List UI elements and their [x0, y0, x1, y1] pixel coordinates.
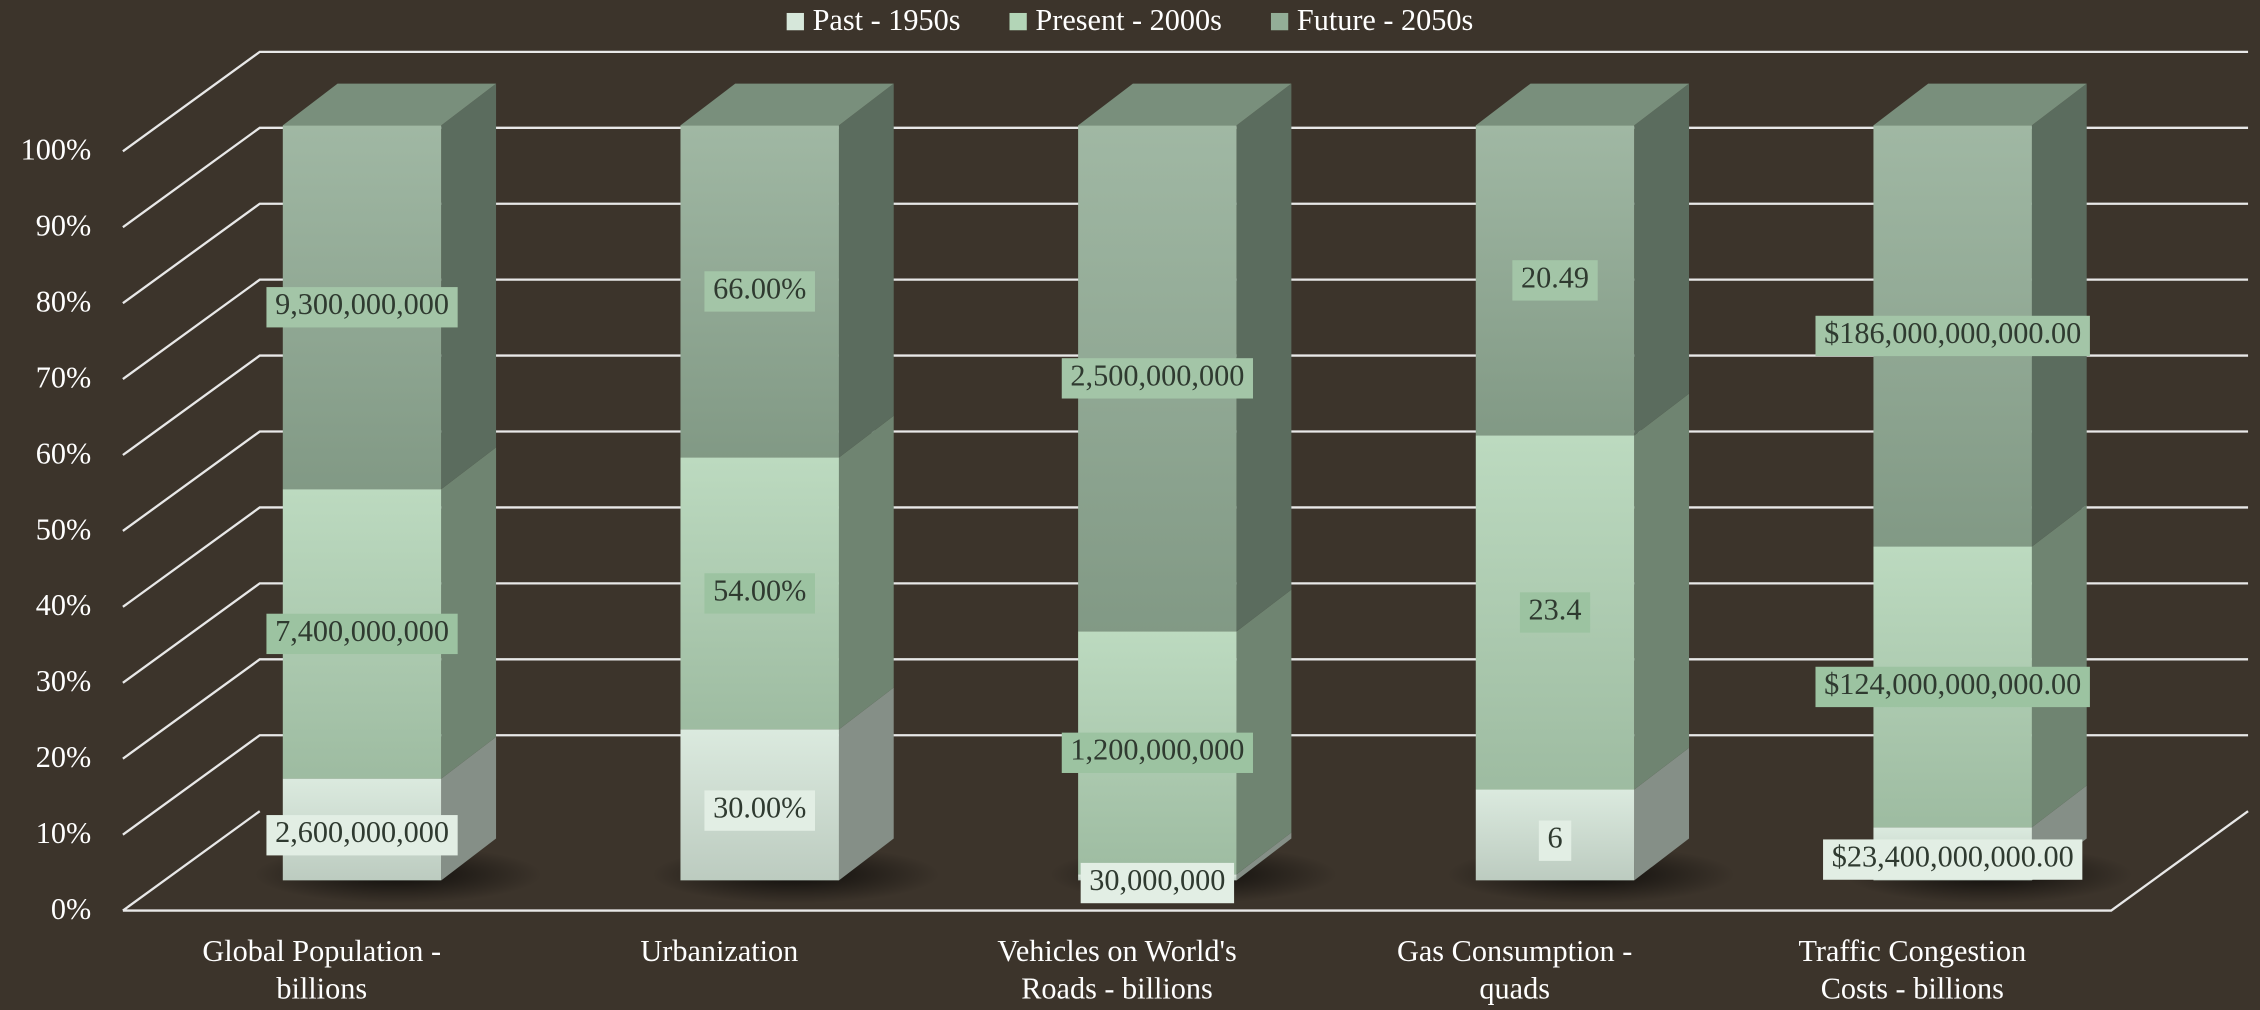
- data-label: 54.00%: [704, 573, 815, 614]
- legend-swatch: [1009, 12, 1027, 31]
- bar-top: [282, 83, 497, 126]
- data-label-text: 6: [1547, 821, 1562, 855]
- data-label-text: $124,000,000,000.00: [1824, 667, 2081, 701]
- data-label: 7,400,000,000: [266, 613, 458, 655]
- data-label: 1,200,000,000: [1061, 732, 1253, 773]
- data-label-box: [704, 573, 815, 614]
- data-label: 66.00%: [704, 271, 815, 312]
- bar-side: [838, 687, 894, 881]
- data-label-box: [1823, 839, 2083, 880]
- data-label-text: 2,600,000,000: [275, 815, 449, 849]
- data-label: 2,600,000,000: [266, 815, 458, 856]
- bar-side: [1634, 393, 1690, 790]
- y-tick-label: 20%: [36, 740, 91, 774]
- data-label-text: 9,300,000,000: [275, 287, 449, 321]
- data-label-box: [266, 287, 458, 328]
- bar-top: [1873, 83, 2087, 126]
- x-tick-label: Traffic Congestion Costs - billions: [1798, 934, 2026, 1005]
- y-tick-label: 40%: [36, 588, 91, 622]
- bar-side: [441, 83, 497, 490]
- legend-label: Present - 2000s: [1035, 3, 1222, 37]
- legend: Past - 1950s Present - 2000s Future - 2050…: [786, 3, 1473, 37]
- data-label-box: [266, 613, 458, 655]
- bar-top: [1078, 83, 1292, 126]
- y-tick-label: 10%: [36, 816, 91, 850]
- data-label-text: 7,400,000,000: [275, 614, 449, 648]
- bar-top: [680, 83, 894, 126]
- data-label-text: 30,000,000: [1089, 863, 1225, 897]
- data-label-box: [1519, 592, 1591, 633]
- data-label-text: 54.00%: [713, 573, 806, 607]
- bar-side: [838, 415, 894, 730]
- x-tick-label: Gas Consumption -quads: [1397, 934, 1632, 1005]
- bar-side: [1236, 589, 1292, 875]
- bar-side: [2031, 83, 2087, 547]
- data-label-box: [1538, 820, 1572, 861]
- data-label: $23,400,000,000.00: [1823, 839, 2083, 880]
- y-tick-label: 50%: [36, 512, 91, 546]
- data-label: $186,000,000,000.00: [1815, 315, 2090, 357]
- y-tick-label: 60%: [36, 436, 91, 470]
- data-label-text: 1,200,000,000: [1070, 733, 1244, 767]
- data-label-box: [1061, 732, 1253, 773]
- data-label: $124,000,000,000.00: [1815, 666, 2090, 708]
- data-label-text: $23,400,000,000.00: [1832, 840, 2074, 874]
- bar-side: [1236, 832, 1292, 881]
- y-tick-label: 30%: [36, 664, 91, 698]
- bar-side: [441, 447, 497, 779]
- y-tick-label: 70%: [36, 360, 91, 394]
- data-label-text: 23.4: [1529, 592, 1582, 626]
- data-label-box: [1512, 260, 1598, 301]
- data-label-box: [1815, 666, 2090, 708]
- y-tick-label: 80%: [36, 285, 91, 319]
- bar-side: [1634, 83, 1690, 436]
- data-label-text: 2,500,000,000: [1070, 358, 1244, 392]
- data-label: 9,300,000,000: [266, 287, 458, 328]
- bar-side: [1236, 83, 1292, 632]
- data-label: 20.49: [1512, 260, 1598, 301]
- data-label-text: $186,000,000,000.00: [1824, 316, 2081, 350]
- data-label-box: [704, 271, 815, 312]
- legend-swatch: [1270, 12, 1289, 31]
- bar-segment: [1475, 393, 1690, 790]
- data-label-text: 30.00%: [713, 791, 806, 825]
- data-label-box: [1815, 315, 2090, 357]
- data-label-box: [1061, 358, 1253, 399]
- data-label-box: [1080, 862, 1235, 904]
- bar-top: [1475, 83, 1690, 126]
- data-label-box: [266, 815, 458, 856]
- legend-label: Past - 1950s: [813, 3, 961, 37]
- data-label: 2,500,000,000: [1061, 358, 1253, 399]
- legend-swatch: [786, 12, 804, 31]
- y-tick-label: 90%: [36, 209, 91, 243]
- bar-side: [838, 83, 894, 458]
- y-tick-label: 100%: [21, 133, 92, 167]
- y-tick-label: 0%: [51, 892, 91, 926]
- x-tick-label: Vehicles on World's Roads - billions: [997, 934, 1236, 1005]
- bar-segment: [1475, 83, 1690, 436]
- bar-side: [2031, 504, 2087, 828]
- data-label-box: [704, 790, 815, 831]
- x-tick-label: Global Population -billions: [202, 934, 441, 1005]
- grid-line: [122, 50, 2249, 153]
- legend-label: Future - 2050s: [1297, 3, 1473, 37]
- data-label-text: 20.49: [1521, 260, 1589, 294]
- bar-side: [1634, 747, 1690, 881]
- data-label-text: 66.00%: [713, 271, 806, 305]
- x-tick-label: Urbanization: [640, 934, 798, 968]
- data-label: 30.00%: [704, 790, 815, 831]
- data-label: 30,000,000: [1080, 862, 1235, 904]
- data-label: 23.4: [1519, 592, 1591, 633]
- data-label: 6: [1538, 820, 1572, 861]
- grid-line: [122, 810, 2249, 912]
